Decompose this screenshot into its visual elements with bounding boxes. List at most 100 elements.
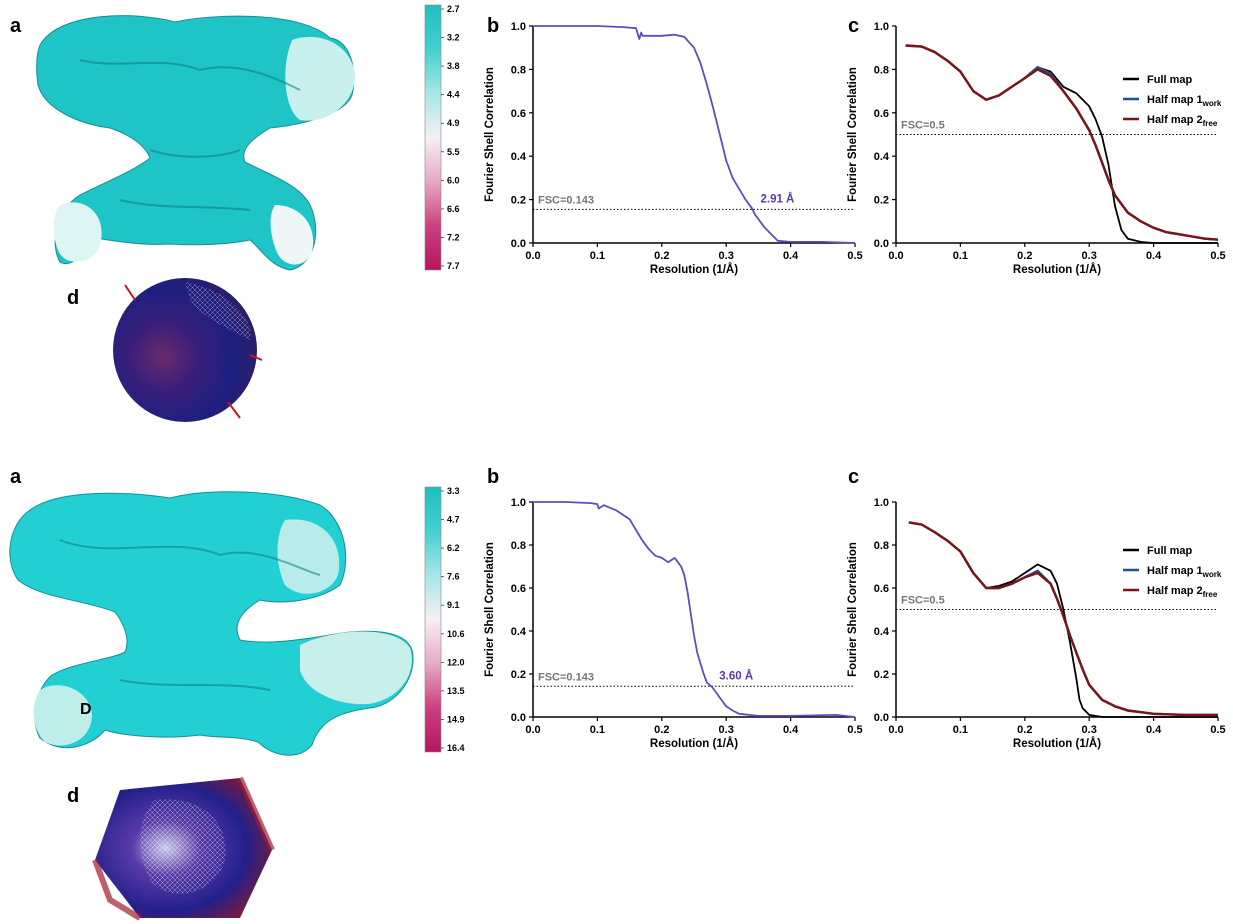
y-axis-label: Fourier Shell Correlation (847, 542, 859, 677)
colorbar-tick-label: 9.1 (447, 600, 460, 610)
fsc-series-line (533, 501, 856, 718)
colorbar-tick-label: 7.7 (447, 261, 460, 271)
density-map-image (36, 15, 356, 271)
threshold-label: FSC=0.143 (538, 194, 594, 206)
x-tick-label: 0.2 (654, 724, 669, 736)
y-tick-label: 0.0 (874, 712, 889, 724)
angular-distribution-image (113, 278, 263, 422)
panel-label-d: d (67, 287, 79, 309)
y-tick-label: 0.4 (511, 151, 527, 163)
y-tick-label: 0.4 (874, 626, 890, 638)
y-tick-label: 0.2 (511, 669, 526, 681)
resolution-value-label: 3.60 Å (719, 669, 753, 682)
x-axis-label: Resolution (1/Å) (1013, 263, 1101, 276)
fsc-series-line (908, 521, 1218, 717)
legend-entry: Half map 2free (1147, 585, 1218, 599)
y-axis-label: Fourier Shell Correlation (847, 67, 859, 202)
x-tick-label: 0.4 (1146, 250, 1162, 262)
y-tick-label: 1.0 (874, 21, 889, 33)
colorbar-tick-label: 4.9 (447, 118, 460, 128)
fsc-chart-c-top: 0.0 0.1 0.2 0.3 0.4 0.5 0.0 0.2 0.4 0.6 0.8 1.0 Reso… (847, 21, 1226, 276)
y-tick-label: 0.6 (874, 583, 889, 595)
x-tick-label: 0.3 (1082, 724, 1097, 736)
colorbar-tick-label: 3.8 (447, 61, 460, 71)
x-axis-label: Resolution (1/Å) (650, 737, 738, 750)
fsc-chart-b-top: 0.0 0.1 0.2 0.3 0.4 0.5 0.0 0.2 0.4 0.6 0.8 1.0 Reso… (484, 21, 863, 276)
colorbar-tick-label: 16.4 (447, 743, 465, 753)
density-map-image (9, 491, 414, 756)
x-tick-label: 0.0 (888, 250, 903, 262)
y-tick-label: 0.6 (511, 583, 526, 595)
y-tick-label: 0.6 (511, 108, 526, 120)
panel-label-b: b (487, 466, 499, 488)
colorbar-tick-label: 13.5 (447, 686, 465, 696)
x-tick-label: 0.3 (1082, 250, 1097, 262)
x-tick-label: 0.2 (654, 250, 669, 262)
colorbar-tick-label: 4.7 (447, 515, 460, 525)
x-tick-label: 0.1 (590, 250, 605, 262)
x-tick-label: 0.5 (847, 724, 862, 736)
x-tick-label: 0.0 (888, 724, 903, 736)
y-tick-label: 0.0 (511, 238, 526, 250)
threshold-label: FSC=0.143 (538, 671, 594, 683)
y-tick-label: 1.0 (511, 21, 526, 33)
y-tick-label: 0.8 (874, 64, 889, 76)
map-annotation-label: D (80, 701, 92, 718)
y-tick-label: 0.8 (511, 540, 526, 552)
x-tick-label: 0.3 (719, 724, 734, 736)
y-tick-label: 0.4 (511, 626, 527, 638)
fsc-chart-b-bottom: 0.0 0.1 0.2 0.3 0.4 0.5 0.0 0.2 0.4 0.6 0.8 1.0 Reso… (484, 497, 863, 750)
colorbar-tick-label: 5.5 (447, 147, 460, 157)
panel-label-a: a (10, 466, 22, 488)
x-tick-label: 0.5 (847, 250, 862, 262)
panel-set-top: a 2.73.23.84.44.95.56.06.67.27.7 b 0.0 0.… (10, 4, 1226, 422)
x-tick-label: 0.2 (1017, 724, 1032, 736)
y-tick-label: 1.0 (874, 497, 889, 509)
x-tick-label: 0.5 (1210, 724, 1225, 736)
panel-label-c: c (848, 15, 859, 37)
panel-label-b: b (487, 15, 499, 37)
x-axis-label: Resolution (1/Å) (1013, 737, 1101, 750)
panel-label-d: d (67, 785, 79, 807)
panel-set-bottom: a D 3.34.76.27.69.110.612.013.514.916.4 … (9, 466, 1226, 921)
x-tick-label: 0.0 (525, 250, 540, 262)
local-resolution-colorbar (424, 486, 442, 753)
legend-entry: Half map 1work (1147, 565, 1222, 579)
y-tick-label: 0.8 (874, 540, 889, 552)
angular-distribution-image (92, 776, 275, 921)
y-tick-label: 0.2 (874, 195, 889, 207)
colorbar-tick-label: 4.4 (447, 90, 460, 100)
colorbar-tick-label: 3.2 (447, 33, 460, 43)
threshold-label: FSC=0.5 (901, 595, 945, 607)
colorbar-tick-label: 10.6 (447, 629, 465, 639)
colorbar-tick-label: 14.9 (447, 714, 465, 724)
colorbar-tick-label: 3.3 (447, 486, 460, 496)
fsc-chart-c-bottom: 0.0 0.1 0.2 0.3 0.4 0.5 0.0 0.2 0.4 0.6 0.8 1.0 Reso… (847, 497, 1226, 750)
colorbar-tick-label: 12.0 (447, 657, 465, 667)
x-tick-label: 0.4 (783, 724, 799, 736)
colorbar-tick-label: 7.6 (447, 572, 460, 582)
x-tick-label: 0.4 (1146, 724, 1162, 736)
colorbar-tick-label: 6.6 (447, 204, 460, 214)
x-tick-label: 0.5 (1210, 250, 1225, 262)
y-tick-label: 0.0 (874, 238, 889, 250)
x-tick-label: 0.3 (719, 250, 734, 262)
fsc-series-line (905, 44, 1219, 241)
colorbar-tick-label: 6.2 (447, 543, 460, 553)
legend-entry: Half map 2free (1147, 114, 1218, 128)
y-tick-label: 0.8 (511, 64, 526, 76)
legend-entry: Full map (1147, 74, 1193, 86)
threshold-label: FSC=0.5 (901, 120, 945, 132)
y-tick-label: 0.0 (511, 712, 526, 724)
x-tick-label: 0.0 (525, 724, 540, 736)
legend-entry: Full map (1147, 545, 1193, 557)
y-tick-label: 0.6 (874, 108, 889, 120)
x-tick-label: 0.2 (1017, 250, 1032, 262)
legend-entry: Half map 1work (1147, 94, 1222, 108)
y-axis-label: Fourier Shell Correlation (484, 542, 496, 677)
local-resolution-colorbar (424, 4, 442, 271)
y-tick-label: 0.4 (874, 151, 890, 163)
colorbar-tick-label: 6.0 (447, 175, 460, 185)
resolution-value-label: 2.91 Å (760, 192, 794, 205)
